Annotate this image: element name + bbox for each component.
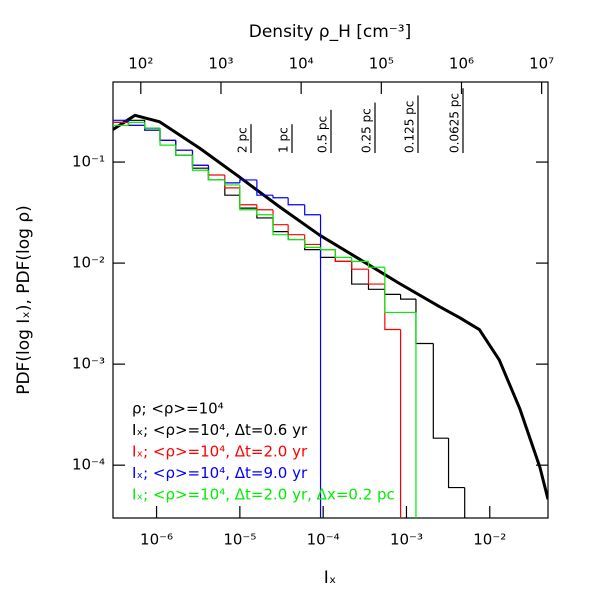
histogram-step [384, 289, 401, 295]
scale-annotation: 0.0625 pc [448, 93, 462, 153]
legend-entry: Iₓ; <ρ>=10⁴, Δt=2.0 yr, Δx=0.2 pc [132, 486, 395, 504]
x-tick-label: 10⁻⁶ [140, 531, 173, 549]
histogram-step [319, 249, 336, 258]
scale-annotation: 0.25 pc [360, 108, 374, 153]
histogram-step [432, 343, 449, 439]
x-tick-label: 10⁻³ [390, 531, 423, 549]
top-tick-label: 10⁶ [449, 55, 474, 73]
top-axis-title: Density ρ_H [cm⁻³] [249, 22, 411, 42]
top-tick-label: 10² [128, 55, 153, 73]
histogram-step [207, 170, 225, 181]
histogram-step [224, 179, 240, 186]
x-tick-label: 10⁻² [473, 531, 506, 549]
histogram-step [239, 179, 257, 183]
x-tick-label: 10⁻⁵ [223, 531, 256, 549]
plot-area [113, 113, 548, 518]
histogram-step [334, 257, 352, 262]
scale-annotation: 0.5 pc [316, 116, 330, 153]
histogram-step [256, 204, 274, 211]
histogram-step [319, 244, 336, 251]
histogram-step [287, 224, 305, 236]
histogram-step [367, 284, 385, 290]
histogram-step [224, 174, 240, 189]
histogram-step [334, 249, 352, 258]
histogram-step [239, 187, 257, 206]
histogram-step [224, 179, 240, 184]
top-tick-label: 10⁵ [369, 55, 394, 73]
histogram-step [144, 122, 161, 129]
top-tick-label: 10⁴ [289, 55, 314, 73]
histogram-step [384, 284, 401, 331]
histogram-step [447, 438, 465, 489]
histogram-step [207, 165, 225, 176]
histogram-step [256, 179, 274, 196]
histogram-step [256, 209, 274, 216]
histogram-step [304, 234, 321, 246]
histogram-step [191, 155, 209, 171]
histogram-step [319, 247, 336, 251]
histogram-step [239, 195, 257, 209]
x-tick-label: 10⁻⁴ [307, 531, 340, 549]
histogram-step [351, 261, 369, 270]
histogram-step [351, 257, 369, 262]
x-axis-title: Iₓ [324, 568, 337, 588]
plot-frame [112, 81, 549, 519]
histogram-step [367, 261, 385, 268]
histogram-step [175, 145, 193, 156]
scale-annotation: 2 pc [236, 127, 250, 153]
legend-entry: Iₓ; <ρ>=10⁴, Δt=0.6 yr [132, 421, 308, 439]
y-tick-label: 10⁻² [72, 254, 105, 272]
histogram-step [127, 121, 145, 126]
histogram-step [207, 168, 225, 181]
scale-annotation: 0.125 pc [403, 101, 417, 153]
histogram-step [415, 299, 434, 345]
y-tick-label: 10⁻¹ [72, 153, 105, 171]
histogram-step [159, 128, 176, 146]
histogram-step [287, 231, 305, 241]
histogram-step [304, 239, 321, 249]
histogram-step [384, 267, 401, 314]
histogram-step [272, 214, 289, 236]
histogram-step [207, 165, 225, 181]
histogram-step [287, 197, 305, 206]
histogram-step [399, 294, 416, 300]
top-tick-label: 10³ [208, 55, 233, 73]
y-tick-label: 10⁻⁴ [72, 456, 105, 474]
histogram-step [191, 155, 209, 169]
scale-annotation: 1 pc [277, 127, 291, 153]
y-tick-label: 10⁻³ [72, 355, 105, 373]
top-tick-label: 10⁷ [529, 55, 554, 73]
histogram-step [287, 234, 305, 241]
histogram-step [272, 195, 289, 199]
legend-entry: Iₓ; <ρ>=10⁴, Δt=9.0 yr [132, 464, 308, 482]
y-axis-title: PDF(log Iₓ), PDF(log ρ) [14, 205, 34, 395]
histogram-step [304, 204, 321, 216]
histogram-step [367, 269, 385, 285]
density-curve [113, 113, 548, 500]
legend-entry: Iₓ; <ρ>=10⁴, Δt=2.0 yr [132, 443, 308, 461]
legend-entry: ρ; <ρ>=10⁴ [132, 400, 224, 418]
histogram-step [239, 184, 257, 211]
